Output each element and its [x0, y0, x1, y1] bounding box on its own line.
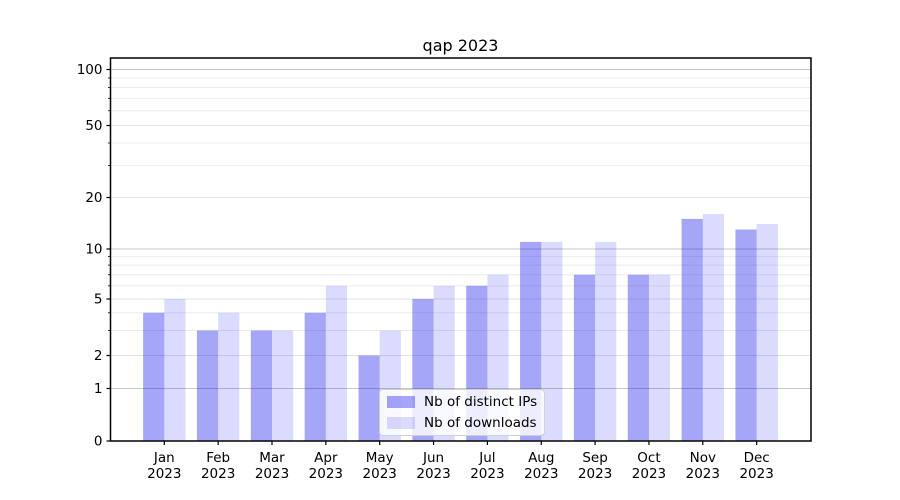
x-tick-label-year: 2023: [578, 466, 612, 482]
x-tick-label-year: 2023: [363, 466, 397, 482]
bar-distinct-ips-apr: [304, 312, 326, 441]
x-tick-label-month: Sep: [582, 450, 607, 466]
bar-distinct-ips-nov: [681, 218, 703, 441]
x-tick-label-year: 2023: [686, 466, 720, 482]
x-tick-label-month: Jan: [153, 450, 175, 466]
x-tick-label-month: Nov: [690, 450, 716, 466]
legend: Nb of distinct IPs Nb of downloads: [379, 389, 545, 436]
x-tick-label-month: May: [366, 450, 394, 466]
bar-distinct-ips-jan: [143, 312, 165, 441]
y-tick-label: 10: [85, 242, 102, 258]
x-tick-label-month: Jul: [478, 450, 495, 466]
x-tick-label-year: 2023: [739, 466, 773, 482]
legend-item-distinct-ips: Nb of distinct IPs: [387, 394, 538, 410]
x-tick-label-year: 2023: [524, 466, 558, 482]
bar-downloads-feb: [218, 312, 240, 441]
bar-distinct-ips-oct: [627, 274, 649, 441]
x-tick-label-year: 2023: [309, 466, 343, 482]
y-tick-label: 100: [77, 62, 103, 78]
bar-downloads-dec: [756, 224, 778, 441]
bar-downloads-oct: [648, 274, 671, 441]
bar-distinct-ips-feb: [196, 330, 219, 441]
y-tick-label: 5: [94, 292, 103, 308]
bar-distinct-ips-may: [358, 355, 380, 441]
y-tick-label: 2: [94, 348, 103, 364]
legend-label-distinct-ips: Nb of distinct IPs: [424, 394, 538, 410]
y-tick-label: 1: [94, 381, 103, 397]
x-tick-label-month: Jun: [422, 450, 444, 466]
bar-downloads-mar: [272, 330, 294, 441]
x-tick-label-month: Oct: [637, 450, 660, 466]
x-tick-label-month: Mar: [259, 450, 285, 466]
bar-downloads-jan: [164, 299, 186, 441]
x-tick-label-year: 2023: [470, 466, 504, 482]
bar-distinct-ips-sep: [573, 274, 596, 441]
bar-distinct-ips-mar: [250, 330, 272, 441]
legend-item-downloads: Nb of downloads: [387, 415, 537, 431]
bar-distinct-ips-dec: [735, 229, 757, 441]
x-tick-label-year: 2023: [147, 466, 181, 482]
x-tick-label-month: Dec: [744, 450, 770, 466]
y-tick-label: 50: [85, 118, 102, 134]
x-tick-label-month: Feb: [206, 450, 230, 466]
x-tick-label-year: 2023: [416, 466, 450, 482]
legend-swatch-distinct-ips: [387, 396, 415, 408]
x-tick-label-month: Aug: [528, 450, 554, 466]
legend-swatch-downloads: [387, 417, 415, 429]
bar-downloads-nov: [702, 214, 724, 441]
bar-downloads-aug: [541, 241, 563, 441]
bar-downloads-sep: [595, 241, 617, 441]
y-tick-label: 20: [85, 190, 102, 206]
x-tick-label-year: 2023: [632, 466, 666, 482]
legend-label-downloads: Nb of downloads: [424, 415, 537, 431]
bar-downloads-apr: [325, 285, 348, 441]
y-tick-label: 0: [94, 434, 103, 450]
chart-title: qap 2023: [422, 36, 499, 55]
x-tick-label-month: Apr: [314, 450, 338, 466]
x-tick-label-year: 2023: [255, 466, 289, 482]
x-tick-label-year: 2023: [201, 466, 235, 482]
